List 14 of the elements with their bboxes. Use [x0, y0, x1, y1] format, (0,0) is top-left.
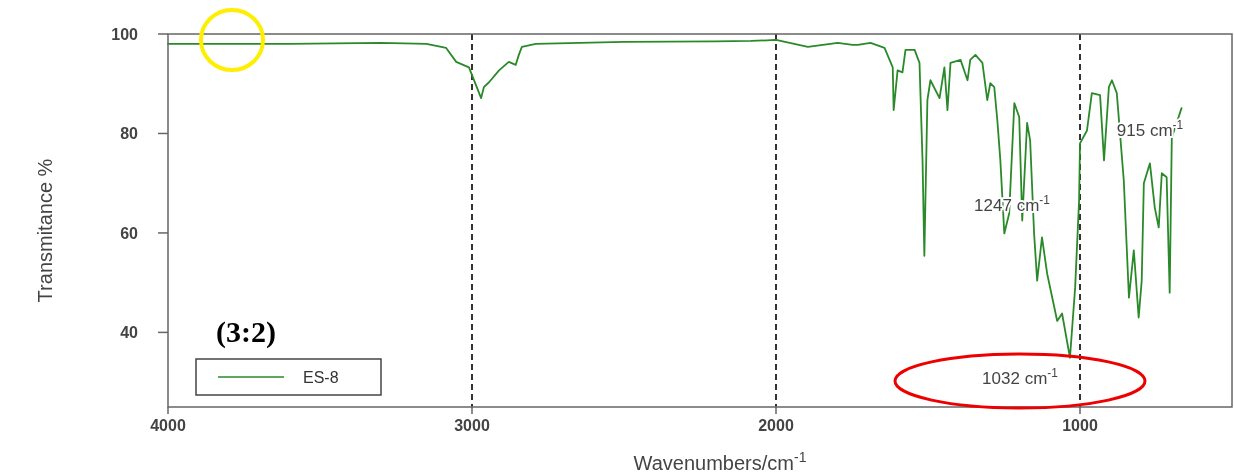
annotation: (3:2) [216, 315, 276, 349]
line-series [167, 39, 1183, 359]
x-tick-label: 4000 [150, 417, 186, 434]
x-axis-title: Wavenumbers/cm$^{-1}$ [633, 449, 807, 474]
y-tick-label: 100 [111, 26, 139, 43]
x-tick-label: 2000 [758, 417, 794, 434]
y-tick-label: 80 [120, 125, 139, 143]
y-axis-title: Transmitance % [34, 158, 56, 303]
x-tick-label: 1000 [1062, 417, 1098, 434]
annotation: 1032 cm$^{-1}$ [982, 366, 1059, 388]
legend-label: ES-8 [303, 369, 339, 386]
y-tick-label: 40 [120, 324, 139, 342]
y-tick-label: 60 [120, 224, 139, 242]
x-tick-label: 3000 [454, 417, 490, 434]
